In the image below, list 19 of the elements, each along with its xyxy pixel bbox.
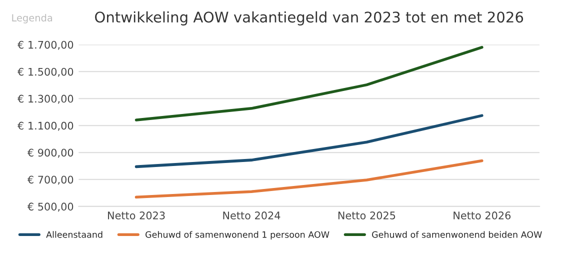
y-tick-label: € 1.300,00 xyxy=(17,94,74,104)
y-tick-label: € 500,00 xyxy=(27,202,74,212)
y-tick-label: € 1.100,00 xyxy=(17,122,74,131)
y-tick-label: € 1.700,00 xyxy=(17,40,74,50)
line-series xyxy=(134,114,484,168)
x-tick-label: Netto 2025 xyxy=(338,212,396,220)
line-series xyxy=(134,159,484,199)
legend-label: Gehuwd of samenwonend beiden AOW xyxy=(372,231,542,238)
x-tick-label: Netto 2024 xyxy=(223,212,280,220)
chart-title: Ontwikkeling AOW vakantiegeld van 2023 tot en met 2026 xyxy=(95,11,524,26)
x-tick-label: Netto 2026 xyxy=(454,212,511,220)
text: Legenda xyxy=(12,14,52,24)
y-tick-label: € 900,00 xyxy=(27,148,74,158)
y-tick-label: € 1.500,00 xyxy=(17,68,74,77)
line-series xyxy=(134,46,484,122)
y-tick-label: € 700,00 xyxy=(27,176,74,185)
legend-label: Gehuwd of samenwonend 1 persoon AOW xyxy=(146,231,330,240)
legend-label: Alleenstaand xyxy=(46,231,102,238)
x-tick-label: Netto 2023 xyxy=(108,212,165,220)
